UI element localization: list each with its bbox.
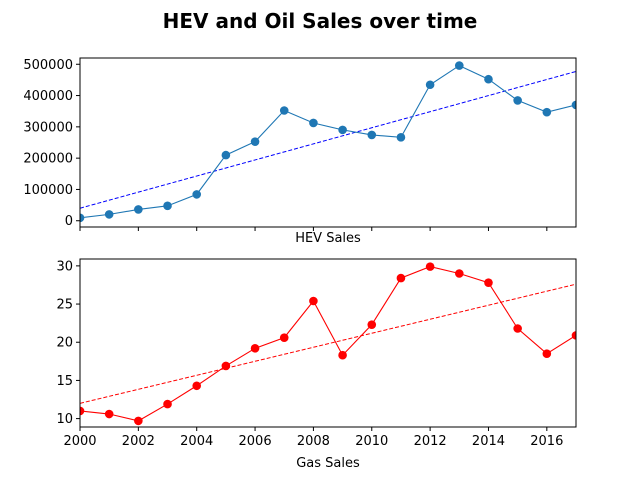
gas-x-tick-label-2002: 2002 (122, 434, 155, 449)
gas-point-2001 (104, 409, 114, 419)
hev-point-2008 (309, 118, 318, 128)
hev-y-tick-label-100000: 100000 (23, 183, 73, 198)
gas-x-tick-label-2000: 2000 (63, 434, 96, 449)
gas-point-2005 (221, 361, 231, 371)
hev-y-tick-label-300000: 300000 (23, 120, 73, 135)
hev-trend-line (80, 70, 576, 209)
gas-x-tick-label-2008: 2008 (297, 434, 330, 449)
hev-axes-frame (79, 57, 577, 228)
hev-point-2003 (163, 201, 172, 211)
hev-point-2016 (542, 107, 552, 117)
gas-point-2008 (309, 296, 318, 306)
gas-x-axis-label: Gas Sales (296, 456, 360, 471)
gas-point-2013 (454, 269, 464, 278)
hev-y-tick-label-400000: 400000 (23, 89, 73, 104)
hev-point-2007 (279, 106, 289, 115)
gas-point-2015 (513, 324, 522, 333)
hev-y-tick-label-500000: 500000 (23, 58, 73, 73)
gas-point-2002 (134, 416, 143, 426)
hev-point-2000 (80, 213, 85, 223)
hev-point-2005 (221, 150, 231, 160)
hev-point-2011 (396, 133, 406, 142)
gas-point-2010 (367, 320, 377, 329)
hev-sales-panel: 0 100000 200000 300000 400000 500000 HEV Sales (23, 57, 577, 246)
gas-y-tick-label-15: 15 (56, 374, 73, 389)
hev-point-2012 (425, 80, 435, 90)
gas-x-tick-label-2004: 2004 (180, 434, 213, 449)
hev-point-2015 (513, 96, 522, 105)
gas-x-tick-label-2016: 2016 (530, 434, 563, 449)
hev-point-2013 (454, 61, 464, 70)
gas-point-2012 (425, 262, 435, 271)
figure-title: HEV and Oil Sales over time (163, 9, 478, 33)
gas-x-tick-label-2006: 2006 (239, 434, 272, 449)
gas-sales-panel: 2000 2002 2004 2006 2008 2010 2012 2014 2016 10 15… (56, 258, 577, 471)
gas-trend-line (80, 283, 576, 404)
gas-point-2004 (192, 381, 202, 391)
hev-point-2017 (571, 100, 576, 110)
gas-y-tick-label-30: 30 (56, 259, 73, 274)
gas-x-tick-label-2010: 2010 (355, 434, 388, 449)
gas-y-tick-label-20: 20 (56, 336, 73, 351)
gas-point-2016 (542, 349, 552, 358)
gas-point-2003 (163, 399, 172, 409)
hev-point-2009 (338, 125, 347, 135)
gas-point-2000 (80, 406, 85, 416)
hev-point-2002 (134, 205, 143, 214)
gas-plot-area (80, 262, 576, 426)
hev-x-axis-label: HEV Sales (295, 231, 361, 246)
gas-x-tick-label-2012: 2012 (414, 434, 447, 449)
gas-point-2007 (279, 333, 289, 342)
gas-y-tick-label-10: 10 (56, 412, 73, 427)
gas-x-tick-label-2014: 2014 (472, 434, 505, 449)
gas-point-2011 (396, 273, 406, 283)
hev-point-2014 (484, 74, 493, 84)
hev-point-2006 (250, 137, 260, 146)
gas-point-2009 (338, 350, 347, 360)
hev-plot-area (80, 61, 576, 223)
hev-y-tick-label-200000: 200000 (23, 152, 73, 167)
gas-axes-frame (79, 258, 577, 428)
hev-point-2001 (104, 210, 114, 219)
hev-point-2004 (192, 190, 202, 199)
gas-point-2017 (571, 331, 576, 340)
hev-y-tick-label-0: 0 (65, 214, 73, 229)
gas-series-line (80, 266, 576, 422)
gas-y-tick-label-25: 25 (56, 298, 73, 313)
hev-series-line (80, 64, 576, 219)
gas-point-2006 (250, 344, 260, 353)
gas-point-2014 (484, 278, 493, 287)
hev-point-2010 (367, 130, 377, 140)
